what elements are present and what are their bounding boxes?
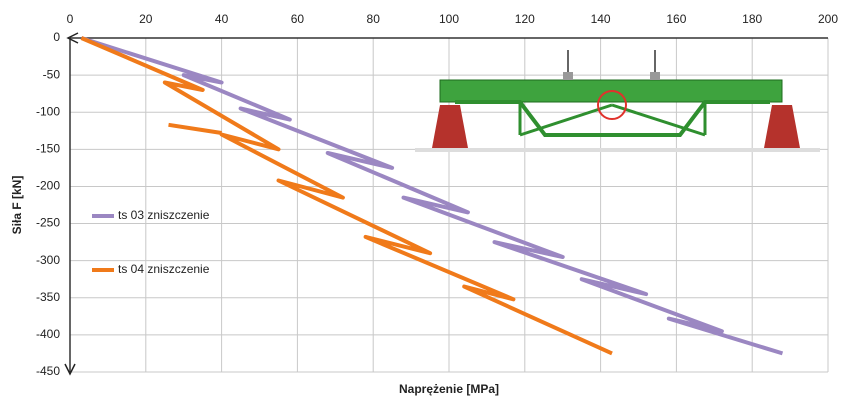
chart: Naprężenie [MPa] Siła F [kN] 0 20 40 60 80 10…	[0, 0, 845, 399]
x-tick-label: 60	[291, 12, 305, 26]
x-tick-label: 180	[742, 12, 762, 26]
y-tick-label: -150	[36, 142, 60, 156]
x-tick-label: 20	[139, 12, 153, 26]
y-axis-title: Siła F [kN]	[10, 176, 24, 235]
legend-label: ts 04 zniszczenie	[118, 262, 210, 276]
y-tick-label: -400	[36, 327, 60, 341]
x-tick-label: 40	[215, 12, 229, 26]
x-tick-label: 80	[367, 12, 381, 26]
x-tick-label: 160	[666, 12, 686, 26]
plot-area: 0 20 40 60 80 100 120 140 160 180 200 0 -50 -100 -150 -…	[36, 12, 838, 378]
x-tick-label: 100	[439, 12, 459, 26]
y-tick-label: -50	[43, 67, 61, 81]
y-tick-label: 0	[53, 30, 60, 44]
x-tick-label: 0	[67, 12, 74, 26]
x-tick-label: 140	[591, 12, 611, 26]
load-plate	[650, 72, 660, 80]
x-tick-label: 120	[515, 12, 535, 26]
load-plate	[563, 72, 573, 80]
ground	[415, 148, 820, 152]
y-tick-label: -200	[36, 179, 60, 193]
inset-diagram	[415, 50, 820, 152]
x-tick-label: 200	[818, 12, 838, 26]
y-tick-label: -250	[36, 216, 60, 230]
y-tick-label: -450	[36, 364, 60, 378]
support	[764, 105, 800, 148]
y-tick-label: -100	[36, 104, 60, 118]
support	[432, 105, 468, 148]
y-tick-label: -300	[36, 253, 60, 267]
y-tick-label: -350	[36, 290, 60, 304]
x-axis-title: Naprężenie [MPa]	[399, 382, 499, 396]
legend-label: ts 03 zniszczenie	[118, 208, 210, 222]
